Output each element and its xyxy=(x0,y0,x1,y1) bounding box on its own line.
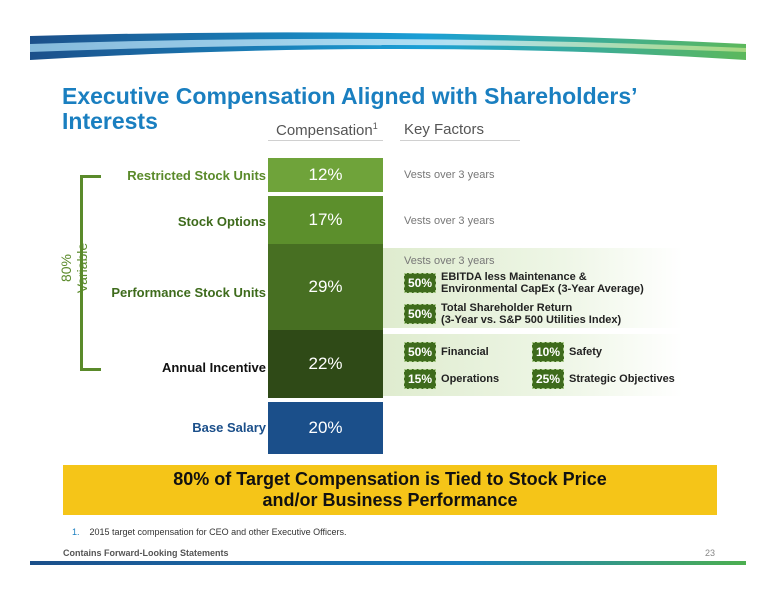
segment-restricted-stock-units: 12% xyxy=(268,158,383,192)
title-line-2: Interests xyxy=(62,108,158,134)
footnote-marker: 1 xyxy=(372,121,378,131)
segment-annual-incentive: 22% xyxy=(268,330,383,398)
column-header-compensation-text: Compensation xyxy=(276,122,373,139)
annual-item-operations-label: Operations xyxy=(441,373,500,385)
column-header-compensation: Compensation1 xyxy=(276,121,386,139)
callout-line-2: and/or Business Performance xyxy=(262,490,518,510)
callout-line-1: 80% of Target Compensation is Tied to St… xyxy=(173,469,607,489)
annual-item-financial-label: Financial xyxy=(441,346,489,358)
callout-banner: 80% of Target Compensation is Tied to St… xyxy=(63,465,717,515)
key-factor-rsu: Vests over 3 years xyxy=(404,169,495,181)
annual-item-strategic-pct: 25% xyxy=(532,369,565,389)
segment-performance-stock-units: 29% xyxy=(268,244,383,330)
psu-item-tsr-line2: (3-Year vs. S&P 500 Utilities Index) xyxy=(441,314,622,326)
footer-disclaimer: Contains Forward-Looking Statements xyxy=(63,548,229,558)
key-factor-psu-vesting: Vests over 3 years xyxy=(404,255,495,267)
label-performance-stock-units: Performance Stock Units xyxy=(111,285,266,300)
psu-item-ebitda-line1: EBITDA less Maintenance & xyxy=(441,271,587,283)
annual-item-strategic: 25% Strategic Objectives xyxy=(532,369,675,389)
label-base-salary: Base Salary xyxy=(192,420,266,435)
psu-item-tsr-line1: Total Shareholder Return xyxy=(441,302,573,314)
psu-item-ebitda-line2: Environmental CapEx (3-Year Average) xyxy=(441,283,644,295)
page-title: Executive Compensation Aligned with Shar… xyxy=(62,84,662,134)
psu-item-tsr-pct: 50% xyxy=(404,304,437,324)
footnote: 1. 2015 target compensation for CEO and o… xyxy=(72,527,347,537)
variable-label: 80% Variable xyxy=(58,242,90,294)
psu-item-ebitda-text: EBITDA less Maintenance & Environmental … xyxy=(441,271,644,295)
label-stock-options: Stock Options xyxy=(177,214,266,229)
page-number: 23 xyxy=(705,548,716,558)
annual-item-operations: 15% Operations xyxy=(404,369,499,389)
divider-key-factors xyxy=(400,140,520,141)
segment-base-salary: 20% xyxy=(268,402,383,454)
psu-item-ebitda-pct: 50% xyxy=(404,273,437,293)
footnote-number: 1. xyxy=(72,527,80,537)
psu-item-ebitda: 50% EBITDA less Maintenance & Environmen… xyxy=(404,271,644,295)
label-annual-incentive: Annual Incentive xyxy=(161,360,266,375)
annual-item-safety: 10% Safety xyxy=(532,342,602,362)
annual-item-financial: 50% Financial xyxy=(404,342,489,362)
segment-stock-options: 17% xyxy=(268,196,383,244)
psu-item-tsr: 50% Total Shareholder Return (3-Year vs.… xyxy=(404,302,621,326)
column-header-key-factors: Key Factors xyxy=(404,121,485,138)
annual-item-safety-pct: 10% xyxy=(532,342,565,362)
annual-item-financial-pct: 50% xyxy=(404,342,437,362)
psu-item-tsr-text: Total Shareholder Return (3-Year vs. S&P… xyxy=(441,302,621,326)
variable-bracket xyxy=(80,175,101,371)
footer-bar xyxy=(30,561,746,565)
header-banner xyxy=(30,32,746,60)
annual-item-operations-pct: 15% xyxy=(404,369,437,389)
label-restricted-stock-units: Restricted Stock Units xyxy=(127,168,266,183)
annual-item-strategic-label: Strategic Objectives xyxy=(569,373,675,385)
title-line-1: Executive Compensation Aligned with Shar… xyxy=(62,83,638,109)
footnote-text: 2015 target compensation for CEO and oth… xyxy=(89,527,347,537)
annual-item-safety-label: Safety xyxy=(569,346,603,358)
divider-compensation xyxy=(268,140,383,141)
key-factor-options: Vests over 3 years xyxy=(404,215,495,227)
